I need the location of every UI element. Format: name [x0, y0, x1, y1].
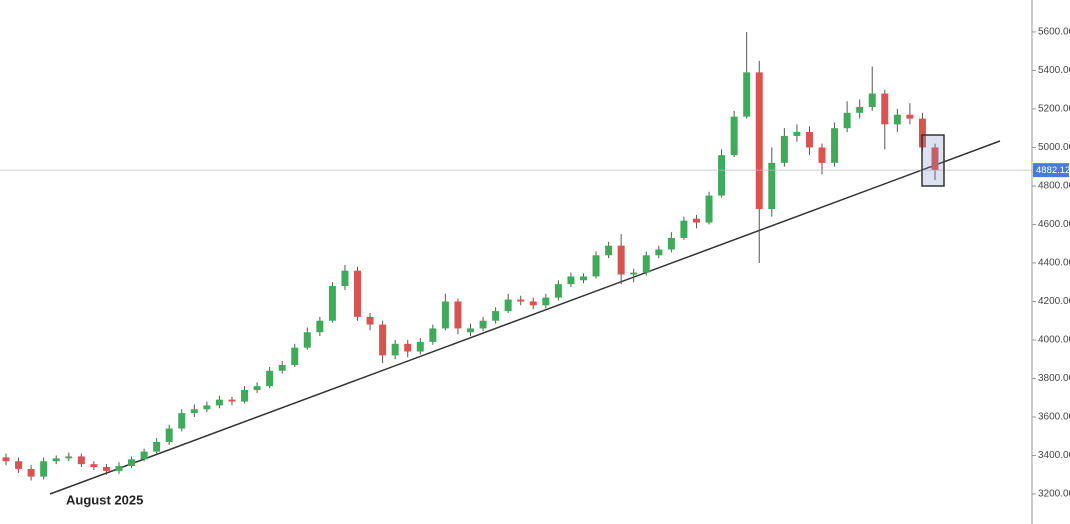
- candle-body: [266, 370, 274, 387]
- candle-body: [793, 132, 801, 136]
- candle-body: [504, 299, 512, 312]
- candle-body: [529, 301, 537, 306]
- candle-body: [856, 107, 864, 113]
- candle-body: [542, 297, 550, 306]
- y-tick-label: 3800.00: [1038, 373, 1070, 384]
- candle-body: [592, 255, 600, 277]
- candle-body: [868, 93, 876, 108]
- y-tick-label: 5600.00: [1038, 27, 1070, 38]
- candle-body: [366, 316, 374, 325]
- highlight-box: [921, 134, 945, 187]
- candle-body: [52, 458, 60, 462]
- candle-body: [77, 456, 85, 465]
- candle-body: [215, 399, 223, 406]
- price-label: 4882.12: [1036, 165, 1070, 176]
- candle-body: [831, 128, 839, 163]
- y-tick-label: 3600.00: [1038, 412, 1070, 423]
- candle-body: [667, 237, 675, 250]
- candle-body: [303, 332, 311, 348]
- candle-body: [291, 347, 299, 365]
- candle-body: [492, 311, 500, 321]
- y-tick-label: 4200.00: [1038, 296, 1070, 307]
- candle-body: [705, 195, 713, 223]
- candle-body: [316, 320, 324, 333]
- y-tick-label: 5200.00: [1038, 104, 1070, 115]
- candle-body: [15, 461, 23, 469]
- candle-body: [441, 301, 449, 329]
- candle-body: [931, 147, 939, 171]
- candle-body: [278, 364, 286, 371]
- y-tick-label: 4400.00: [1038, 258, 1070, 269]
- candle-body: [416, 341, 424, 352]
- candle-body: [906, 114, 914, 119]
- candle-body: [2, 457, 10, 462]
- trend-line: [49, 140, 1001, 495]
- candle-body: [140, 451, 148, 460]
- candle-body: [617, 245, 625, 275]
- y-tick-label: 4600.00: [1038, 219, 1070, 230]
- candle-body: [165, 428, 173, 442]
- candle-body: [655, 249, 663, 256]
- price-badge: [1033, 163, 1069, 178]
- candle-body: [228, 399, 236, 402]
- candle-body: [128, 459, 136, 467]
- candle-body: [102, 467, 110, 471]
- candle-body: [178, 413, 186, 429]
- candle-body: [65, 456, 73, 459]
- y-tick-label: 4800.00: [1038, 181, 1070, 192]
- candle-body: [153, 441, 161, 452]
- candle-body: [692, 218, 700, 223]
- candle-body: [843, 112, 851, 129]
- candle-body: [190, 409, 198, 414]
- candle-body: [90, 464, 98, 468]
- candle-body: [391, 343, 399, 356]
- candle-body: [341, 270, 349, 287]
- candle-body: [755, 72, 763, 210]
- candle-body: [328, 286, 336, 321]
- candle-body: [642, 255, 650, 273]
- candle-body: [805, 132, 813, 148]
- candle-body: [27, 468, 35, 477]
- candle-body: [918, 118, 926, 148]
- y-tick-label: 5400.00: [1038, 65, 1070, 76]
- annotation: August 2025: [66, 492, 143, 507]
- candle-body: [241, 390, 249, 402]
- candle-body: [379, 324, 387, 356]
- candle-body: [818, 147, 826, 163]
- y-tick-label: 3200.00: [1038, 489, 1070, 500]
- candle-body: [893, 114, 901, 125]
- candle-body: [40, 461, 48, 477]
- candle-body: [881, 93, 889, 125]
- y-tick-label: 3400.00: [1038, 450, 1070, 461]
- y-tick-label: 4000.00: [1038, 335, 1070, 346]
- candle-body: [253, 386, 261, 391]
- candle-body: [630, 272, 638, 275]
- candle-body: [404, 343, 412, 352]
- candle-body: [467, 328, 474, 333]
- candle-body: [517, 299, 525, 302]
- candle-body: [115, 466, 123, 471]
- candle-body: [429, 328, 437, 342]
- candle-body: [680, 220, 688, 238]
- candle-body: [718, 155, 726, 196]
- candle-body: [579, 276, 587, 281]
- candle-body: [780, 135, 788, 163]
- candle-body: [768, 162, 776, 210]
- candle-body: [605, 245, 613, 256]
- candle-body: [554, 284, 562, 298]
- candle-body: [203, 405, 211, 410]
- candle-body: [730, 116, 738, 156]
- y-tick-label: 5000.00: [1038, 142, 1070, 153]
- candle-body: [743, 72, 751, 117]
- candle-body: [479, 320, 487, 329]
- candle-body: [354, 270, 362, 317]
- candle-body: [567, 276, 575, 285]
- candle-body: [454, 301, 462, 329]
